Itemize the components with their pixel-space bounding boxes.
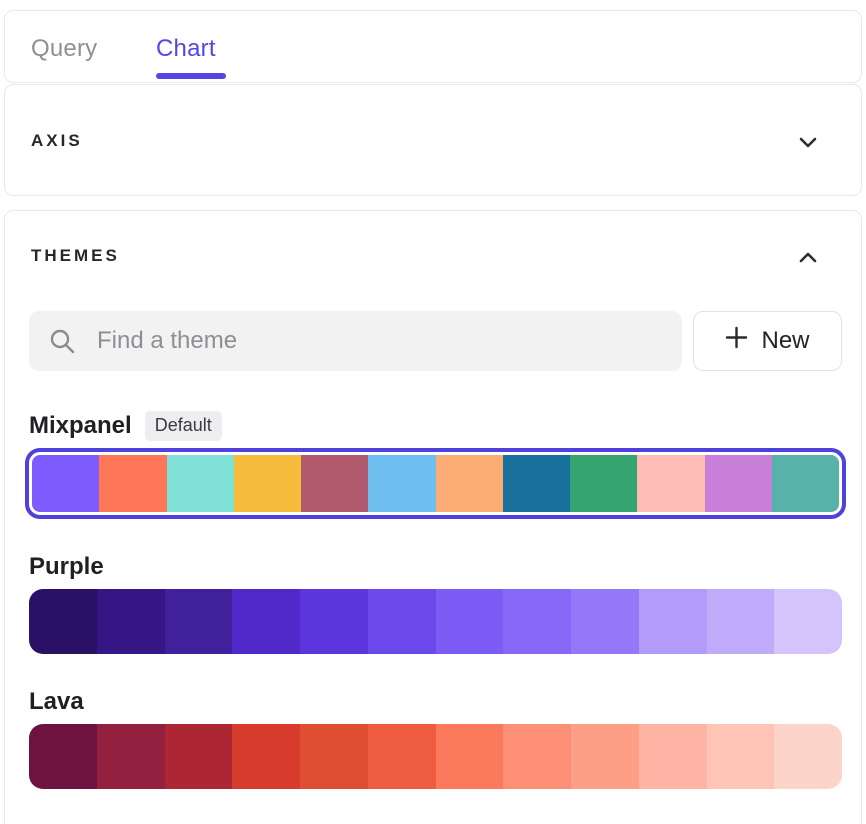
- color-swatch[interactable]: [571, 724, 639, 789]
- themes-list: MixpanelDefaultPurpleLavaMist: [25, 411, 846, 824]
- color-swatch[interactable]: [571, 589, 639, 654]
- color-swatch[interactable]: [570, 455, 638, 512]
- color-swatch[interactable]: [704, 455, 772, 512]
- color-swatch[interactable]: [301, 455, 369, 512]
- color-swatch[interactable]: [435, 589, 504, 654]
- color-swatch[interactable]: [435, 724, 504, 789]
- theme-search: [29, 311, 682, 371]
- themes-section-title: THEMES: [31, 246, 120, 265]
- color-swatch[interactable]: [32, 455, 100, 512]
- color-swatch[interactable]: [774, 724, 842, 789]
- active-tab-indicator: [156, 73, 226, 79]
- tab-query[interactable]: Query: [31, 35, 98, 62]
- theme-row: Purple: [29, 552, 842, 654]
- color-swatch[interactable]: [96, 589, 165, 654]
- color-swatch[interactable]: [96, 724, 165, 789]
- color-swatch[interactable]: [300, 724, 368, 789]
- color-swatch[interactable]: [300, 589, 368, 654]
- theme-search-input[interactable]: [29, 311, 682, 371]
- color-swatch[interactable]: [232, 724, 300, 789]
- color-swatch[interactable]: [435, 455, 503, 512]
- color-swatch[interactable]: [638, 724, 707, 789]
- color-swatch[interactable]: [164, 724, 233, 789]
- color-swatch[interactable]: [368, 455, 436, 512]
- color-swatch[interactable]: [166, 455, 234, 512]
- color-swatch[interactable]: [29, 589, 97, 654]
- color-swatch[interactable]: [638, 589, 707, 654]
- theme-name: Lava: [29, 688, 84, 715]
- theme-name: Mixpanel: [29, 412, 132, 439]
- color-swatch[interactable]: [232, 589, 300, 654]
- theme-palette[interactable]: [29, 724, 842, 789]
- color-swatch[interactable]: [771, 455, 839, 512]
- axis-section[interactable]: AXIS: [4, 84, 862, 196]
- theme-label: Lava: [29, 687, 842, 717]
- search-icon: [49, 328, 76, 360]
- chevron-down-icon[interactable]: [799, 135, 817, 153]
- color-swatch[interactable]: [706, 724, 775, 789]
- color-swatch[interactable]: [637, 455, 705, 512]
- default-badge: Default: [144, 411, 222, 441]
- theme-toolbar: New: [29, 311, 842, 371]
- theme-row: Mixpanel Default: [25, 411, 846, 519]
- theme-label: Mixpanel Default: [29, 411, 842, 441]
- theme-palette[interactable]: [29, 589, 842, 654]
- themes-section: THEMES New MixpanelDefaultPurpleLavaMist: [4, 210, 862, 824]
- chevron-up-icon[interactable]: [799, 250, 817, 268]
- tab-bar: Query Chart: [4, 10, 862, 83]
- tab-chart[interactable]: Chart: [156, 35, 216, 62]
- color-swatch[interactable]: [706, 589, 775, 654]
- color-swatch[interactable]: [774, 589, 842, 654]
- plus-icon: [725, 326, 748, 356]
- color-swatch[interactable]: [99, 455, 167, 512]
- new-theme-button-label: New: [761, 327, 810, 354]
- color-swatch[interactable]: [367, 589, 436, 654]
- color-swatch[interactable]: [367, 724, 436, 789]
- theme-row: Lava: [29, 687, 842, 789]
- axis-section-title: AXIS: [31, 131, 83, 150]
- color-swatch[interactable]: [503, 589, 571, 654]
- color-swatch[interactable]: [164, 589, 233, 654]
- theme-palette[interactable]: [32, 455, 839, 512]
- color-swatch[interactable]: [502, 455, 570, 512]
- color-swatch[interactable]: [503, 724, 571, 789]
- color-swatch[interactable]: [233, 455, 301, 512]
- theme-label: Purple: [29, 552, 842, 582]
- theme-name: Purple: [29, 553, 104, 580]
- color-swatch[interactable]: [29, 724, 97, 789]
- selected-theme-outline: [25, 448, 846, 519]
- new-theme-button[interactable]: New: [693, 311, 842, 371]
